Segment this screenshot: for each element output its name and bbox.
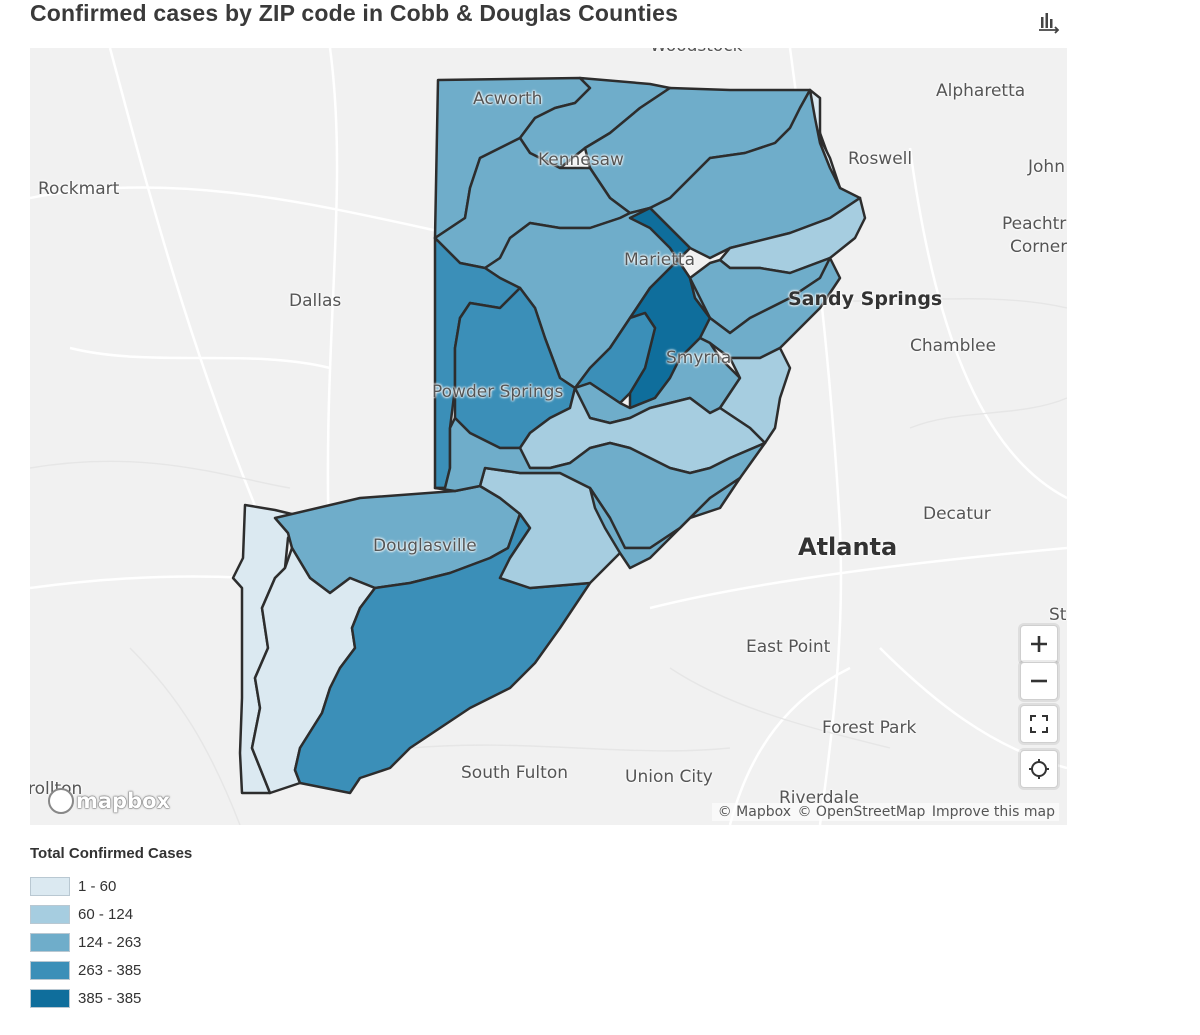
place-label-chamblee: Chamblee <box>910 336 997 356</box>
place-label-forest-park: Forest Park <box>822 718 917 738</box>
place-label-rockmart: Rockmart <box>38 179 120 199</box>
place-label-peachtree: Peachtr <box>1002 214 1067 234</box>
legend-label: 263 - 385 <box>78 961 142 979</box>
place-label-alpharetta: Alpharetta <box>936 81 1026 101</box>
legend-label: 60 - 124 <box>78 905 134 923</box>
legend-swatch-4 <box>30 960 70 980</box>
legend-item: 124 - 263 <box>30 928 192 956</box>
place-label-woodstock: Woodstock <box>650 48 743 56</box>
map-legend: Total Confirmed Cases 1 - 60 60 - 124 12… <box>30 845 192 1012</box>
place-label-smyrna: Smyrna <box>666 348 732 368</box>
place-label-acworth: Acworth <box>473 89 543 109</box>
mapbox-logo-text: mapbox <box>76 789 171 813</box>
legend-item: 385 - 385 <box>30 984 192 1012</box>
zoom-out-button[interactable] <box>1020 662 1058 700</box>
fullscreen-icon <box>1030 715 1048 733</box>
geolocate-button[interactable] <box>1020 750 1058 788</box>
place-label-east-point: East Point <box>746 637 831 657</box>
legend-swatch-2 <box>30 904 70 924</box>
legend-label: 124 - 263 <box>78 933 142 951</box>
mapbox-logo-icon <box>48 788 74 814</box>
place-label-decatur: Decatur <box>923 504 991 524</box>
minus-icon <box>1031 679 1047 683</box>
zip-regions <box>231 76 867 795</box>
zoom-in-button[interactable] <box>1020 625 1058 663</box>
fullscreen-button[interactable] <box>1020 705 1058 743</box>
legend-label: 1 - 60 <box>78 877 117 895</box>
legend-swatch-3 <box>30 932 70 952</box>
place-label-dallas: Dallas <box>289 291 342 311</box>
chart-view-icon[interactable] <box>1037 10 1061 36</box>
legend-item: 1 - 60 <box>30 872 192 900</box>
choropleth-map[interactable]: Woodstock Alpharetta Acworth Kennesaw Ro… <box>30 48 1067 825</box>
place-label-st: St <box>1049 605 1067 625</box>
legend-swatch-5 <box>30 988 70 1008</box>
place-label-corners: Corner <box>1010 237 1067 257</box>
crosshair-icon <box>1029 759 1049 779</box>
legend-item: 60 - 124 <box>30 900 192 928</box>
place-label-sandy-springs: Sandy Springs <box>788 288 943 310</box>
place-label-roswell: Roswell <box>848 149 913 169</box>
legend-label: 385 - 385 <box>78 989 142 1007</box>
place-label-powder-springs: Powder Springs <box>432 382 564 402</box>
legend-swatch-1 <box>30 876 70 896</box>
place-label-kennesaw: Kennesaw <box>538 150 624 170</box>
legend-title: Total Confirmed Cases <box>30 845 193 862</box>
legend-item: 263 - 385 <box>30 956 192 984</box>
map-canvas <box>30 48 1067 825</box>
place-label-johns-creek: John <box>1028 157 1065 177</box>
plus-icon <box>1031 636 1047 652</box>
place-label-marietta: Marietta <box>624 250 696 270</box>
place-label-south-fulton: South Fulton <box>461 763 568 783</box>
attribution-osm-link[interactable]: © OpenStreetMap <box>797 804 926 820</box>
attribution-improve-link[interactable]: Improve this map <box>931 804 1055 820</box>
map-attribution: © Mapbox © OpenStreetMap Improve this ma… <box>711 803 1059 821</box>
place-label-atlanta: Atlanta <box>798 533 898 561</box>
map-title: Confirmed cases by ZIP code in Cobb & Do… <box>30 0 679 26</box>
place-label-union-city: Union City <box>625 767 713 787</box>
attribution-mapbox-link[interactable]: © Mapbox <box>717 804 792 820</box>
mapbox-logo[interactable]: mapbox <box>48 788 170 814</box>
place-label-douglasville: Douglasville <box>373 536 477 556</box>
